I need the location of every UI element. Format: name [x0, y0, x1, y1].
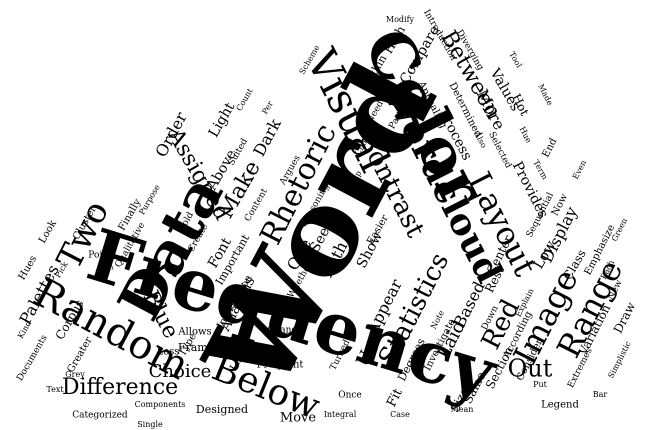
cloud-word-draw: Draw: [611, 299, 639, 335]
cloud-word-count: Count: [235, 86, 255, 112]
cloud-word-out: Out: [508, 355, 553, 383]
cloud-word-categorized: Categorized: [72, 411, 128, 421]
cloud-word-hues: Hues: [17, 254, 40, 282]
cloud-word-bar: Bar: [593, 390, 608, 399]
cloud-word-point: Point: [88, 251, 112, 261]
cloud-word-look: Look: [37, 218, 59, 246]
cloud-word-mean: Mean: [451, 405, 474, 414]
cloud-word-once: Once: [338, 391, 362, 401]
cloud-word-less: Less: [157, 347, 180, 358]
cloud-word-term: Term: [531, 158, 549, 181]
cloud-word-simplistic: Simplistic: [606, 339, 633, 379]
cloud-word-even: Even: [571, 159, 588, 181]
cloud-word-change: Change: [268, 326, 303, 336]
cloud-word-designed: Designed: [196, 403, 248, 416]
cloud-word-frequent: Frequent: [257, 360, 304, 371]
cloud-word-case: Case: [390, 410, 410, 419]
cloud-word-put: Put: [533, 380, 548, 389]
cloud-word-made: Made: [536, 83, 554, 108]
cloud-word-per: Per: [260, 99, 275, 115]
cloud-word-tool: Tool: [507, 50, 523, 70]
cloud-word-hue: Hue: [518, 125, 534, 144]
cloud-word-kind: Kind: [16, 319, 33, 340]
cloud-word-single: Single: [137, 420, 163, 429]
cloud-word-framework: Framework: [178, 341, 243, 354]
cloud-word-documents: Documents: [15, 333, 50, 383]
cloud-word-modify: Modify: [386, 15, 415, 24]
cloud-word-end: End: [541, 136, 560, 159]
cloud-word-components: Components: [135, 400, 186, 409]
cloud-word-difference: Difference: [62, 375, 178, 400]
cloud-word-text: Text: [46, 385, 64, 394]
cloud-word-choice: Choice: [149, 361, 212, 382]
cloud-word-greater: Greater: [65, 335, 94, 375]
cloud-word-allows: Allows: [177, 327, 211, 338]
cloud-word-dark: Dark: [249, 115, 285, 159]
cloud-word-integral: Integral: [324, 410, 357, 419]
cloud-word-light: Light: [206, 99, 239, 140]
cloud-word-legend: Legend: [541, 400, 579, 411]
cloud-word-grey: Grey: [65, 370, 85, 379]
cloud-word-move: Move: [280, 411, 316, 426]
